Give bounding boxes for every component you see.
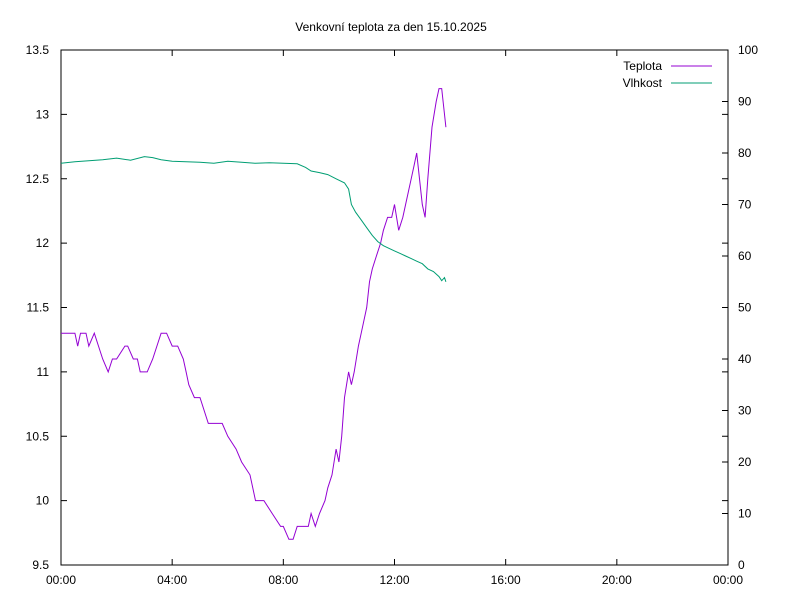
y2-tick-label: 80: [738, 146, 752, 160]
y2-tick-label: 60: [738, 249, 752, 263]
x-tick-label: 04:00: [157, 573, 187, 587]
x-tick-label: 20:00: [602, 573, 632, 587]
y-tick-label: 12: [36, 236, 50, 250]
y-tick-label: 13.5: [26, 43, 50, 57]
y2-tick-label: 90: [738, 95, 752, 109]
legend-label-vlhkost: Vlhkost: [623, 76, 663, 90]
legend: Teplota Vlhkost: [623, 59, 712, 90]
y2-tick-label: 70: [738, 198, 752, 212]
y-tick-label: 11: [37, 365, 50, 379]
y2-tick-label: 50: [738, 301, 752, 315]
y-tick-label: 9.5: [32, 558, 49, 572]
y2-tick-label: 100: [738, 43, 758, 57]
y-tick-label: 11.5: [27, 301, 50, 315]
y2-tick-label: 0: [738, 558, 745, 572]
y2-tick-label: 10: [738, 507, 752, 521]
y2-tick-label: 30: [738, 404, 752, 418]
series-line-teplota: [61, 88, 447, 540]
y-tick-label: 13: [36, 107, 50, 121]
y2-tick-label: 40: [738, 352, 752, 366]
axes-layer: 9.5 10 10.5 11 11.5 12 12.5 13 13.5 0 10 20 30 40 50 60…: [26, 43, 759, 587]
legend-label-teplota: Teplota: [623, 59, 662, 73]
series-layer: [60, 88, 447, 540]
series-line-vlhkost: [60, 156, 447, 282]
chart-title: Venkovní teplota za den 15.10.2025: [295, 20, 487, 34]
plot-border: [60, 49, 729, 566]
y2-tick-label: 20: [738, 455, 752, 469]
x-tick-label: 00:00: [713, 573, 743, 587]
y-tick-label: 10.5: [26, 429, 50, 443]
x-tick-label: 08:00: [268, 573, 298, 587]
x-tick-label: 00:00: [46, 573, 76, 587]
y-tick-label: 10: [36, 494, 50, 508]
y-tick-label: 12.5: [26, 172, 50, 186]
x-tick-label: 16:00: [491, 573, 521, 587]
x-tick-label: 12:00: [379, 573, 409, 587]
